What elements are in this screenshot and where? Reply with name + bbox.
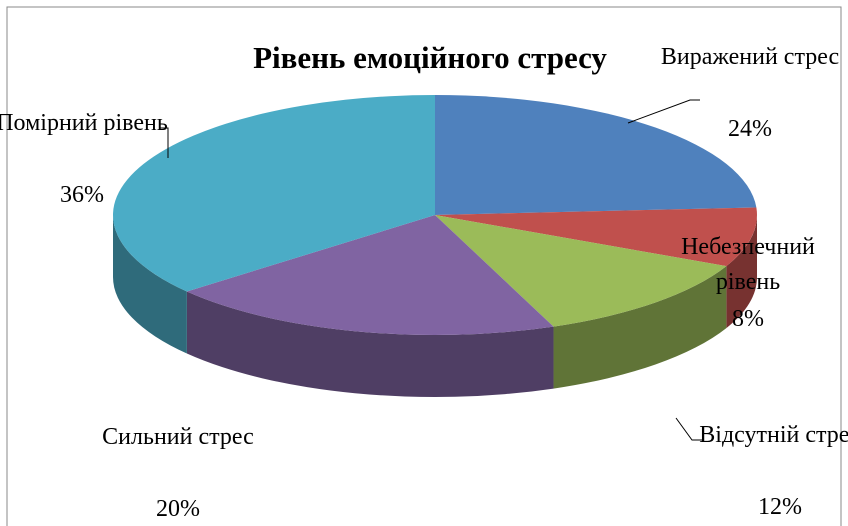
leader-line bbox=[675, 417, 704, 441]
slice-value-label: 8% bbox=[732, 306, 764, 332]
pie-slice-side bbox=[186, 291, 554, 398]
pie-slice bbox=[186, 215, 554, 335]
slice-value-label: 12% bbox=[758, 494, 802, 520]
slice-label: Небезпечний рівень bbox=[681, 234, 815, 295]
pie-slice-side bbox=[553, 266, 727, 389]
slice-label: Сильний стрес bbox=[102, 424, 254, 450]
slice-label: Відсутній стрес bbox=[699, 422, 848, 448]
pie-slice bbox=[435, 95, 757, 215]
pie-slice bbox=[435, 215, 727, 327]
chart-title: Рівень емоційного стресу bbox=[253, 40, 607, 75]
pie-slice bbox=[112, 95, 435, 292]
pie-slice-side bbox=[113, 215, 187, 354]
slice-label: Виражений стрес bbox=[660, 44, 840, 70]
pie bbox=[112, 95, 757, 398]
slice-value-label: 20% bbox=[156, 496, 200, 522]
pie-slice bbox=[435, 207, 757, 267]
leader-line bbox=[160, 127, 169, 158]
slice-value-label: 36% bbox=[60, 182, 104, 208]
slice-value-label: 24% bbox=[728, 116, 772, 142]
leader-line bbox=[627, 99, 700, 124]
slice-label: Помірний рівень bbox=[0, 110, 168, 136]
pie-slice-side bbox=[726, 215, 757, 329]
